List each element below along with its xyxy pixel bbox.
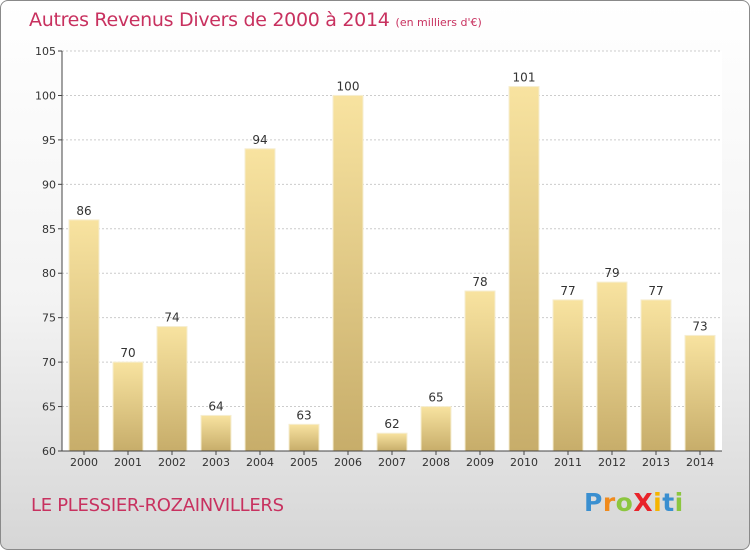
bar	[640, 299, 672, 452]
logo-letter: i	[674, 488, 684, 517]
bar-value-label: 64	[208, 399, 223, 413]
x-tick-label: 2006	[334, 456, 362, 469]
x-tick-label: 2007	[378, 456, 406, 469]
x-tick-label: 2013	[642, 456, 670, 469]
bar	[508, 86, 540, 452]
x-tick-label: 2002	[158, 456, 186, 469]
proxiti-logo: ProXiti	[584, 488, 684, 517]
x-tick-label: 2004	[246, 456, 274, 469]
x-tick-label: 2003	[202, 456, 230, 469]
y-tick-label: 60	[42, 445, 56, 458]
logo-letter: i	[653, 488, 663, 517]
y-tick-label: 90	[42, 178, 56, 191]
x-tick-label: 2005	[290, 456, 318, 469]
bar	[156, 326, 188, 452]
chart-subtitle: (en milliers d'€)	[395, 16, 482, 29]
location-name: LE PLESSIER-ROZAINVILLERS	[31, 495, 284, 516]
y-tick-label: 100	[35, 89, 56, 102]
y-tick-label: 105	[35, 45, 56, 58]
x-tick-label: 2010	[510, 456, 538, 469]
x-tick-label: 2009	[466, 456, 494, 469]
y-tick-label: 80	[42, 267, 56, 280]
chart-title-block: Autres Revenus Divers de 2000 à 2014 (en …	[29, 9, 482, 31]
bar-value-label: 74	[164, 311, 179, 325]
bar	[112, 361, 144, 452]
bar-value-label: 101	[513, 71, 536, 85]
x-tick-label: 2001	[114, 456, 142, 469]
bar	[376, 432, 408, 452]
y-tick-label: 75	[42, 312, 56, 325]
bar	[684, 334, 716, 452]
logo-letter: t	[662, 488, 675, 517]
axes	[58, 50, 722, 455]
bar-value-label: 70	[120, 346, 135, 360]
bar	[332, 94, 364, 452]
x-tick-label: 2011	[554, 456, 582, 469]
logo-letter: X	[633, 488, 654, 517]
bar-value-label: 62	[384, 417, 399, 431]
y-tick-label: 65	[42, 401, 56, 414]
logo-letter: P	[584, 488, 603, 517]
bar-value-label: 79	[604, 266, 619, 280]
x-tick-label: 2012	[598, 456, 626, 469]
logo-letter: r	[602, 488, 616, 517]
bar	[68, 219, 100, 452]
bar-value-label: 86	[76, 204, 91, 218]
bar-value-label: 65	[428, 391, 443, 405]
bar	[200, 414, 232, 452]
bar-value-label: 94	[252, 133, 267, 147]
bar-value-label: 63	[296, 408, 311, 422]
y-tick-label: 70	[42, 356, 56, 369]
x-tick-label: 2008	[422, 456, 450, 469]
bar-value-label: 78	[472, 275, 487, 289]
bar	[552, 299, 584, 452]
bar-value-label: 77	[648, 284, 663, 298]
logo-letter: o	[615, 488, 634, 517]
bar-value-label: 73	[692, 319, 707, 333]
y-tick-label: 95	[42, 134, 56, 147]
bar	[244, 148, 276, 452]
y-tick-label: 85	[42, 223, 56, 236]
bar	[464, 290, 496, 452]
chart-title: Autres Revenus Divers de 2000 à 2014	[29, 9, 390, 31]
bar-value-label: 100	[337, 79, 360, 93]
bars	[68, 86, 716, 452]
bar	[420, 406, 452, 452]
labels: 60 65 70 75 80 85 90 95 100 105 86 2000 70 2001 74 2002…	[35, 45, 714, 469]
bar-value-label: 77	[560, 284, 575, 298]
bar	[288, 423, 320, 452]
bar	[596, 281, 628, 452]
x-tick-label: 2000	[70, 456, 98, 469]
x-tick-label: 2014	[686, 456, 714, 469]
